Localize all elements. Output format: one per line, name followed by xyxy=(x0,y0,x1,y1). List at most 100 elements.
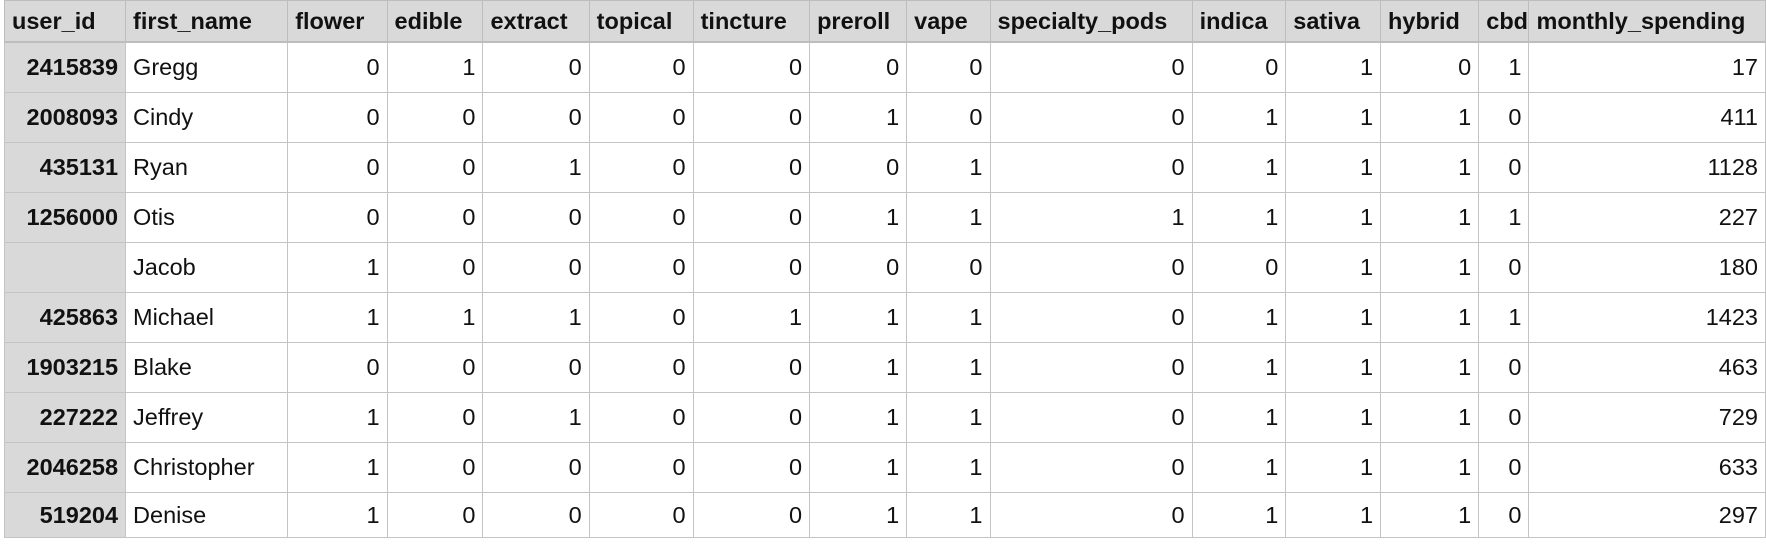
cell-monthly-spending[interactable]: 1423 xyxy=(1528,292,1766,343)
cell-monthly-spending[interactable]: 463 xyxy=(1528,342,1766,393)
cell-sativa[interactable]: 1 xyxy=(1285,92,1382,143)
cell-vape[interactable]: 1 xyxy=(906,342,991,393)
cell-hybrid[interactable]: 0 xyxy=(1380,41,1480,93)
cell-hybrid[interactable]: 1 xyxy=(1380,142,1480,193)
cell-monthly-spending[interactable]: 729 xyxy=(1528,392,1766,443)
column-header-topical[interactable]: topical xyxy=(588,0,694,43)
column-header-extract[interactable]: extract xyxy=(482,0,590,43)
cell-specialty-pods[interactable]: 0 xyxy=(989,242,1193,293)
cell-extract[interactable]: 0 xyxy=(482,92,590,143)
cell-edible[interactable]: 0 xyxy=(386,442,484,493)
cell-preroll[interactable]: 1 xyxy=(809,342,908,393)
cell-extract[interactable]: 0 xyxy=(482,41,590,93)
cell-topical[interactable]: 0 xyxy=(588,92,694,143)
cell-cbd[interactable]: 0 xyxy=(1478,92,1530,143)
cell-tincture[interactable]: 0 xyxy=(692,242,811,293)
cell-specialty-pods[interactable]: 0 xyxy=(989,392,1193,443)
cell-flower[interactable]: 0 xyxy=(287,92,388,143)
cell-first-name[interactable]: Denise xyxy=(125,492,289,538)
cell-monthly-spending[interactable]: 633 xyxy=(1528,442,1766,493)
cell-vape[interactable]: 1 xyxy=(906,392,991,443)
cell-hybrid[interactable]: 1 xyxy=(1380,92,1480,143)
cell-hybrid[interactable]: 1 xyxy=(1380,192,1480,243)
cell-tincture[interactable]: 0 xyxy=(692,142,811,193)
cell-topical[interactable]: 0 xyxy=(588,492,694,538)
cell-user-id[interactable]: 425863 xyxy=(3,292,127,343)
cell-monthly-spending[interactable]: 17 xyxy=(1528,41,1766,93)
cell-edible[interactable]: 0 xyxy=(386,392,484,443)
column-header-tincture[interactable]: tincture xyxy=(692,0,811,43)
cell-first-name[interactable]: Jeffrey xyxy=(125,392,289,443)
cell-extract[interactable]: 1 xyxy=(482,392,590,443)
cell-extract[interactable]: 0 xyxy=(482,342,590,393)
cell-preroll[interactable]: 1 xyxy=(809,92,908,143)
cell-edible[interactable]: 1 xyxy=(386,292,484,343)
column-header-vape[interactable]: vape xyxy=(906,0,991,43)
cell-indica[interactable]: 1 xyxy=(1191,292,1287,343)
cell-topical[interactable]: 0 xyxy=(588,342,694,393)
cell-first-name[interactable]: Michael xyxy=(125,292,289,343)
cell-sativa[interactable]: 1 xyxy=(1285,492,1382,538)
cell-preroll[interactable]: 1 xyxy=(809,442,908,493)
cell-user-id[interactable]: 519204 xyxy=(3,492,127,538)
column-header-monthly-spending[interactable]: monthly_spending xyxy=(1528,0,1766,43)
cell-vape[interactable]: 1 xyxy=(906,142,991,193)
cell-cbd[interactable]: 0 xyxy=(1478,442,1530,493)
cell-tincture[interactable]: 0 xyxy=(692,492,811,538)
cell-topical[interactable]: 0 xyxy=(588,392,694,443)
cell-sativa[interactable]: 1 xyxy=(1285,442,1382,493)
cell-edible[interactable]: 0 xyxy=(386,192,484,243)
cell-topical[interactable]: 0 xyxy=(588,242,694,293)
cell-user-id[interactable] xyxy=(3,242,127,293)
column-header-cbd[interactable]: cbd xyxy=(1478,0,1530,43)
cell-tincture[interactable]: 0 xyxy=(692,92,811,143)
cell-specialty-pods[interactable]: 0 xyxy=(989,492,1193,538)
cell-tincture[interactable]: 1 xyxy=(692,292,811,343)
cell-first-name[interactable]: Jacob xyxy=(125,242,289,293)
column-header-edible[interactable]: edible xyxy=(386,0,484,43)
cell-flower[interactable]: 1 xyxy=(287,242,388,293)
cell-user-id[interactable]: 2008093 xyxy=(3,92,127,143)
cell-flower[interactable]: 0 xyxy=(287,192,388,243)
cell-topical[interactable]: 0 xyxy=(588,192,694,243)
cell-edible[interactable]: 0 xyxy=(386,142,484,193)
cell-flower[interactable]: 0 xyxy=(287,41,388,93)
cell-specialty-pods[interactable]: 0 xyxy=(989,442,1193,493)
column-header-flower[interactable]: flower xyxy=(287,0,388,43)
cell-flower[interactable]: 1 xyxy=(287,392,388,443)
cell-preroll[interactable]: 1 xyxy=(809,492,908,538)
cell-preroll[interactable]: 1 xyxy=(809,192,908,243)
cell-hybrid[interactable]: 1 xyxy=(1380,492,1480,538)
cell-preroll[interactable]: 1 xyxy=(809,292,908,343)
column-header-first-name[interactable]: first_name xyxy=(125,0,289,43)
cell-indica[interactable]: 1 xyxy=(1191,342,1287,393)
cell-first-name[interactable]: Christopher xyxy=(125,442,289,493)
cell-cbd[interactable]: 0 xyxy=(1478,242,1530,293)
cell-monthly-spending[interactable]: 1128 xyxy=(1528,142,1766,193)
cell-first-name[interactable]: Gregg xyxy=(125,41,289,93)
cell-monthly-spending[interactable]: 227 xyxy=(1528,192,1766,243)
cell-vape[interactable]: 1 xyxy=(906,442,991,493)
cell-indica[interactable]: 1 xyxy=(1191,142,1287,193)
cell-indica[interactable]: 1 xyxy=(1191,442,1287,493)
cell-extract[interactable]: 0 xyxy=(482,242,590,293)
cell-flower[interactable]: 0 xyxy=(287,342,388,393)
cell-first-name[interactable]: Cindy xyxy=(125,92,289,143)
cell-cbd[interactable]: 0 xyxy=(1478,342,1530,393)
column-header-user-id[interactable]: user_id xyxy=(3,0,127,43)
cell-monthly-spending[interactable]: 180 xyxy=(1528,242,1766,293)
cell-specialty-pods[interactable]: 0 xyxy=(989,41,1193,93)
cell-cbd[interactable]: 0 xyxy=(1478,492,1530,538)
cell-hybrid[interactable]: 1 xyxy=(1380,292,1480,343)
cell-vape[interactable]: 0 xyxy=(906,41,991,93)
cell-sativa[interactable]: 1 xyxy=(1285,242,1382,293)
column-header-hybrid[interactable]: hybrid xyxy=(1380,0,1480,43)
cell-flower[interactable]: 1 xyxy=(287,442,388,493)
cell-flower[interactable]: 1 xyxy=(287,492,388,538)
cell-extract[interactable]: 1 xyxy=(482,292,590,343)
column-header-specialty-pods[interactable]: specialty_pods xyxy=(989,0,1193,43)
cell-tincture[interactable]: 0 xyxy=(692,442,811,493)
cell-topical[interactable]: 0 xyxy=(588,442,694,493)
cell-hybrid[interactable]: 1 xyxy=(1380,342,1480,393)
cell-extract[interactable]: 0 xyxy=(482,192,590,243)
